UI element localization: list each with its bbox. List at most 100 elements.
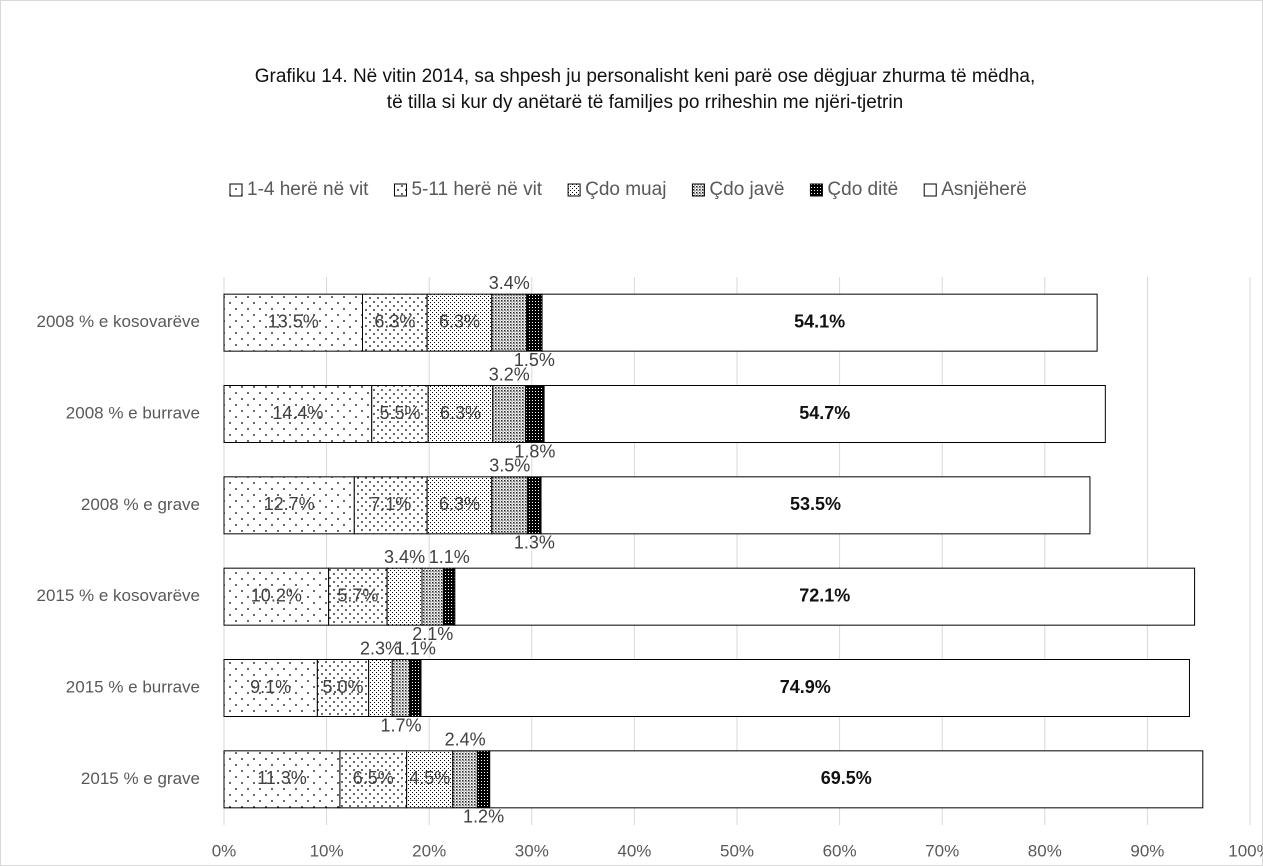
legend-swatch bbox=[809, 183, 823, 197]
data-label: 6.5% bbox=[353, 768, 394, 788]
bar-segment bbox=[391, 659, 411, 717]
data-label: 1.1% bbox=[429, 547, 470, 567]
bar-segment bbox=[426, 293, 493, 352]
bar-segment bbox=[491, 476, 529, 535]
legend-label: 5-11 herë në vit bbox=[411, 179, 542, 200]
y-tick-label: 2008 % e kosovarëve bbox=[37, 312, 201, 331]
bar-segment bbox=[491, 293, 528, 352]
x-tick-label: 80% bbox=[1028, 841, 1062, 860]
data-label: 1.7% bbox=[380, 715, 421, 735]
bar-segment bbox=[540, 476, 1091, 535]
y-tick-label: 2015 % e burrave bbox=[66, 677, 200, 696]
bar-segment bbox=[454, 567, 1196, 626]
legend-label: Çdo ditë bbox=[827, 179, 898, 200]
bar-segment bbox=[526, 293, 543, 352]
chart-title: të tilla si kur dy anëtarë të familjes p… bbox=[387, 92, 903, 113]
data-label: 69.5% bbox=[821, 768, 872, 788]
data-label: 2.1% bbox=[412, 624, 453, 644]
data-label: 1.3% bbox=[514, 533, 555, 553]
x-tick-label: 40% bbox=[617, 841, 651, 860]
bar-segment bbox=[489, 750, 1204, 809]
bar-segment bbox=[476, 750, 491, 809]
bar-segment bbox=[421, 567, 445, 626]
data-label: 7.1% bbox=[370, 494, 411, 514]
data-label: 6.3% bbox=[374, 311, 415, 331]
data-label: 3.2% bbox=[489, 364, 530, 384]
data-label: 11.3% bbox=[257, 768, 307, 788]
data-label: 10.2% bbox=[251, 585, 302, 605]
bar-segment bbox=[527, 476, 542, 535]
data-label: 4.5% bbox=[409, 768, 450, 788]
data-label: 54.1% bbox=[794, 311, 845, 331]
data-label: 5.7% bbox=[337, 585, 378, 605]
bar-segment bbox=[339, 750, 408, 809]
data-label: 72.1% bbox=[799, 585, 850, 605]
data-label: 6.3% bbox=[439, 494, 480, 514]
data-label: 6.3% bbox=[440, 403, 481, 423]
legend-swatch bbox=[567, 183, 581, 197]
data-label: 74.9% bbox=[780, 677, 831, 697]
x-tick-label: 0% bbox=[212, 841, 237, 860]
bar-segment bbox=[492, 385, 527, 443]
bar-segment bbox=[223, 476, 355, 535]
y-tick-label: 2008 % e burrave bbox=[66, 403, 200, 422]
data-label: 12.7% bbox=[264, 494, 315, 514]
bar-segment bbox=[223, 750, 341, 809]
bar-segment bbox=[223, 293, 364, 352]
data-label: 9.1% bbox=[250, 677, 291, 697]
bar-segment bbox=[406, 750, 454, 809]
y-tick-label: 2015 % e kosovarëve bbox=[37, 586, 201, 605]
x-tick-label: 20% bbox=[412, 841, 446, 860]
y-tick-label: 2008 % e grave bbox=[81, 495, 200, 514]
data-label: 3.4% bbox=[489, 273, 530, 293]
data-label: 1.5% bbox=[514, 350, 555, 370]
y-tick-label: 2015 % e grave bbox=[81, 769, 200, 788]
bar-segment bbox=[328, 567, 388, 626]
data-label: 1.2% bbox=[463, 807, 504, 827]
bar-segment bbox=[368, 659, 393, 717]
bar-segment bbox=[443, 567, 456, 626]
data-label: 6.3% bbox=[439, 311, 480, 331]
x-tick-label: 100% bbox=[1228, 841, 1263, 860]
data-label: 1.8% bbox=[514, 441, 555, 461]
bar-segment bbox=[525, 385, 545, 443]
bar-segment bbox=[409, 659, 422, 717]
legend-swatch bbox=[393, 183, 407, 197]
legend-label: Çdo muaj bbox=[585, 179, 666, 200]
x-tick-label: 30% bbox=[515, 841, 549, 860]
data-label: 54.7% bbox=[799, 403, 850, 423]
bar-segment bbox=[371, 385, 429, 443]
x-tick-label: 90% bbox=[1130, 841, 1164, 860]
bar-segment bbox=[427, 385, 494, 443]
data-label: 13.5% bbox=[268, 311, 319, 331]
x-tick-label: 60% bbox=[823, 841, 857, 860]
data-label: 3.4% bbox=[384, 547, 425, 567]
bar-segment bbox=[426, 476, 493, 535]
data-label: 3.5% bbox=[489, 456, 530, 476]
bar-segment bbox=[541, 293, 1098, 352]
data-label: 53.5% bbox=[790, 494, 841, 514]
legend-label: 1-4 herë në vit bbox=[247, 179, 369, 200]
bar-segment bbox=[223, 567, 330, 626]
data-label: 5.5% bbox=[379, 403, 420, 423]
bar-segment bbox=[452, 750, 478, 809]
data-label: 5.0% bbox=[323, 677, 364, 697]
x-tick-label: 50% bbox=[720, 841, 754, 860]
bar-segment bbox=[353, 476, 428, 535]
bar-segment bbox=[223, 659, 318, 717]
data-label: 2.4% bbox=[445, 730, 486, 750]
data-label: 14.4% bbox=[272, 403, 323, 423]
x-tick-label: 70% bbox=[925, 841, 959, 860]
legend-label: Asnjëherë bbox=[941, 179, 1027, 200]
x-tick-label: 10% bbox=[310, 841, 344, 860]
data-label: 2.3% bbox=[360, 638, 401, 658]
bar-segment bbox=[316, 659, 370, 717]
data-label: 1.1% bbox=[395, 638, 436, 658]
legend-swatch bbox=[229, 183, 243, 197]
bar-segment bbox=[386, 567, 423, 626]
legend-swatch bbox=[691, 183, 705, 197]
bar-segment bbox=[543, 385, 1106, 443]
bar-segment bbox=[420, 659, 1190, 717]
legend-label: Çdo javë bbox=[709, 179, 784, 200]
